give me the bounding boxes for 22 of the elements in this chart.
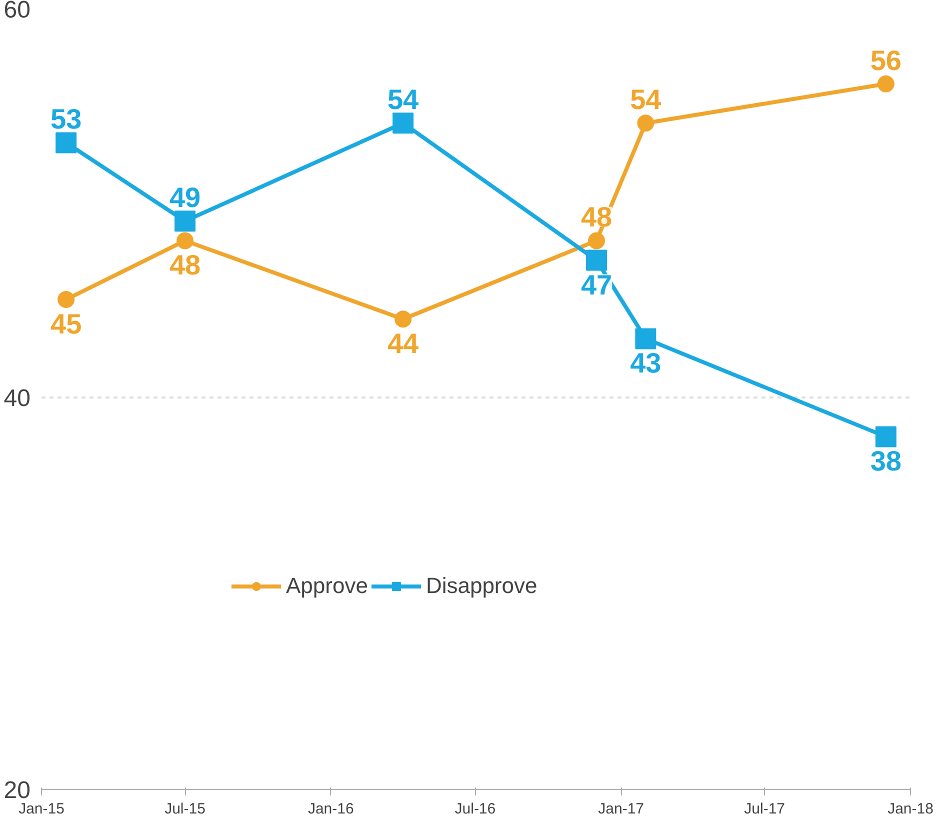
data-label: 38 [870, 446, 902, 477]
x-tick-label: Jul-15 [164, 800, 206, 818]
data-label: 48 [580, 202, 612, 233]
data-label: 53 [50, 104, 82, 135]
y-tick-label: 60 [4, 0, 31, 24]
data-label: 47 [580, 269, 612, 300]
data-label: 49 [169, 182, 201, 214]
x-tick-label: Jan-18 [888, 800, 934, 818]
legend-label: Approve [286, 573, 368, 599]
x-tick-label: Jul-17 [744, 800, 786, 818]
data-label: 48 [169, 250, 201, 281]
legend-label: Disapprove [426, 573, 538, 599]
y-tick-label: 40 [4, 385, 31, 412]
x-tick-label: Jan-16 [308, 800, 354, 818]
data-label: 56 [870, 44, 902, 76]
x-tick-label: Jan-17 [598, 800, 644, 818]
data-label: 44 [387, 328, 420, 360]
data-label: 45 [50, 308, 82, 340]
x-tick-label: Jul-16 [454, 800, 496, 818]
data-label: 54 [630, 84, 662, 116]
data-label: 43 [630, 348, 662, 379]
data-label: 54 [387, 84, 420, 116]
